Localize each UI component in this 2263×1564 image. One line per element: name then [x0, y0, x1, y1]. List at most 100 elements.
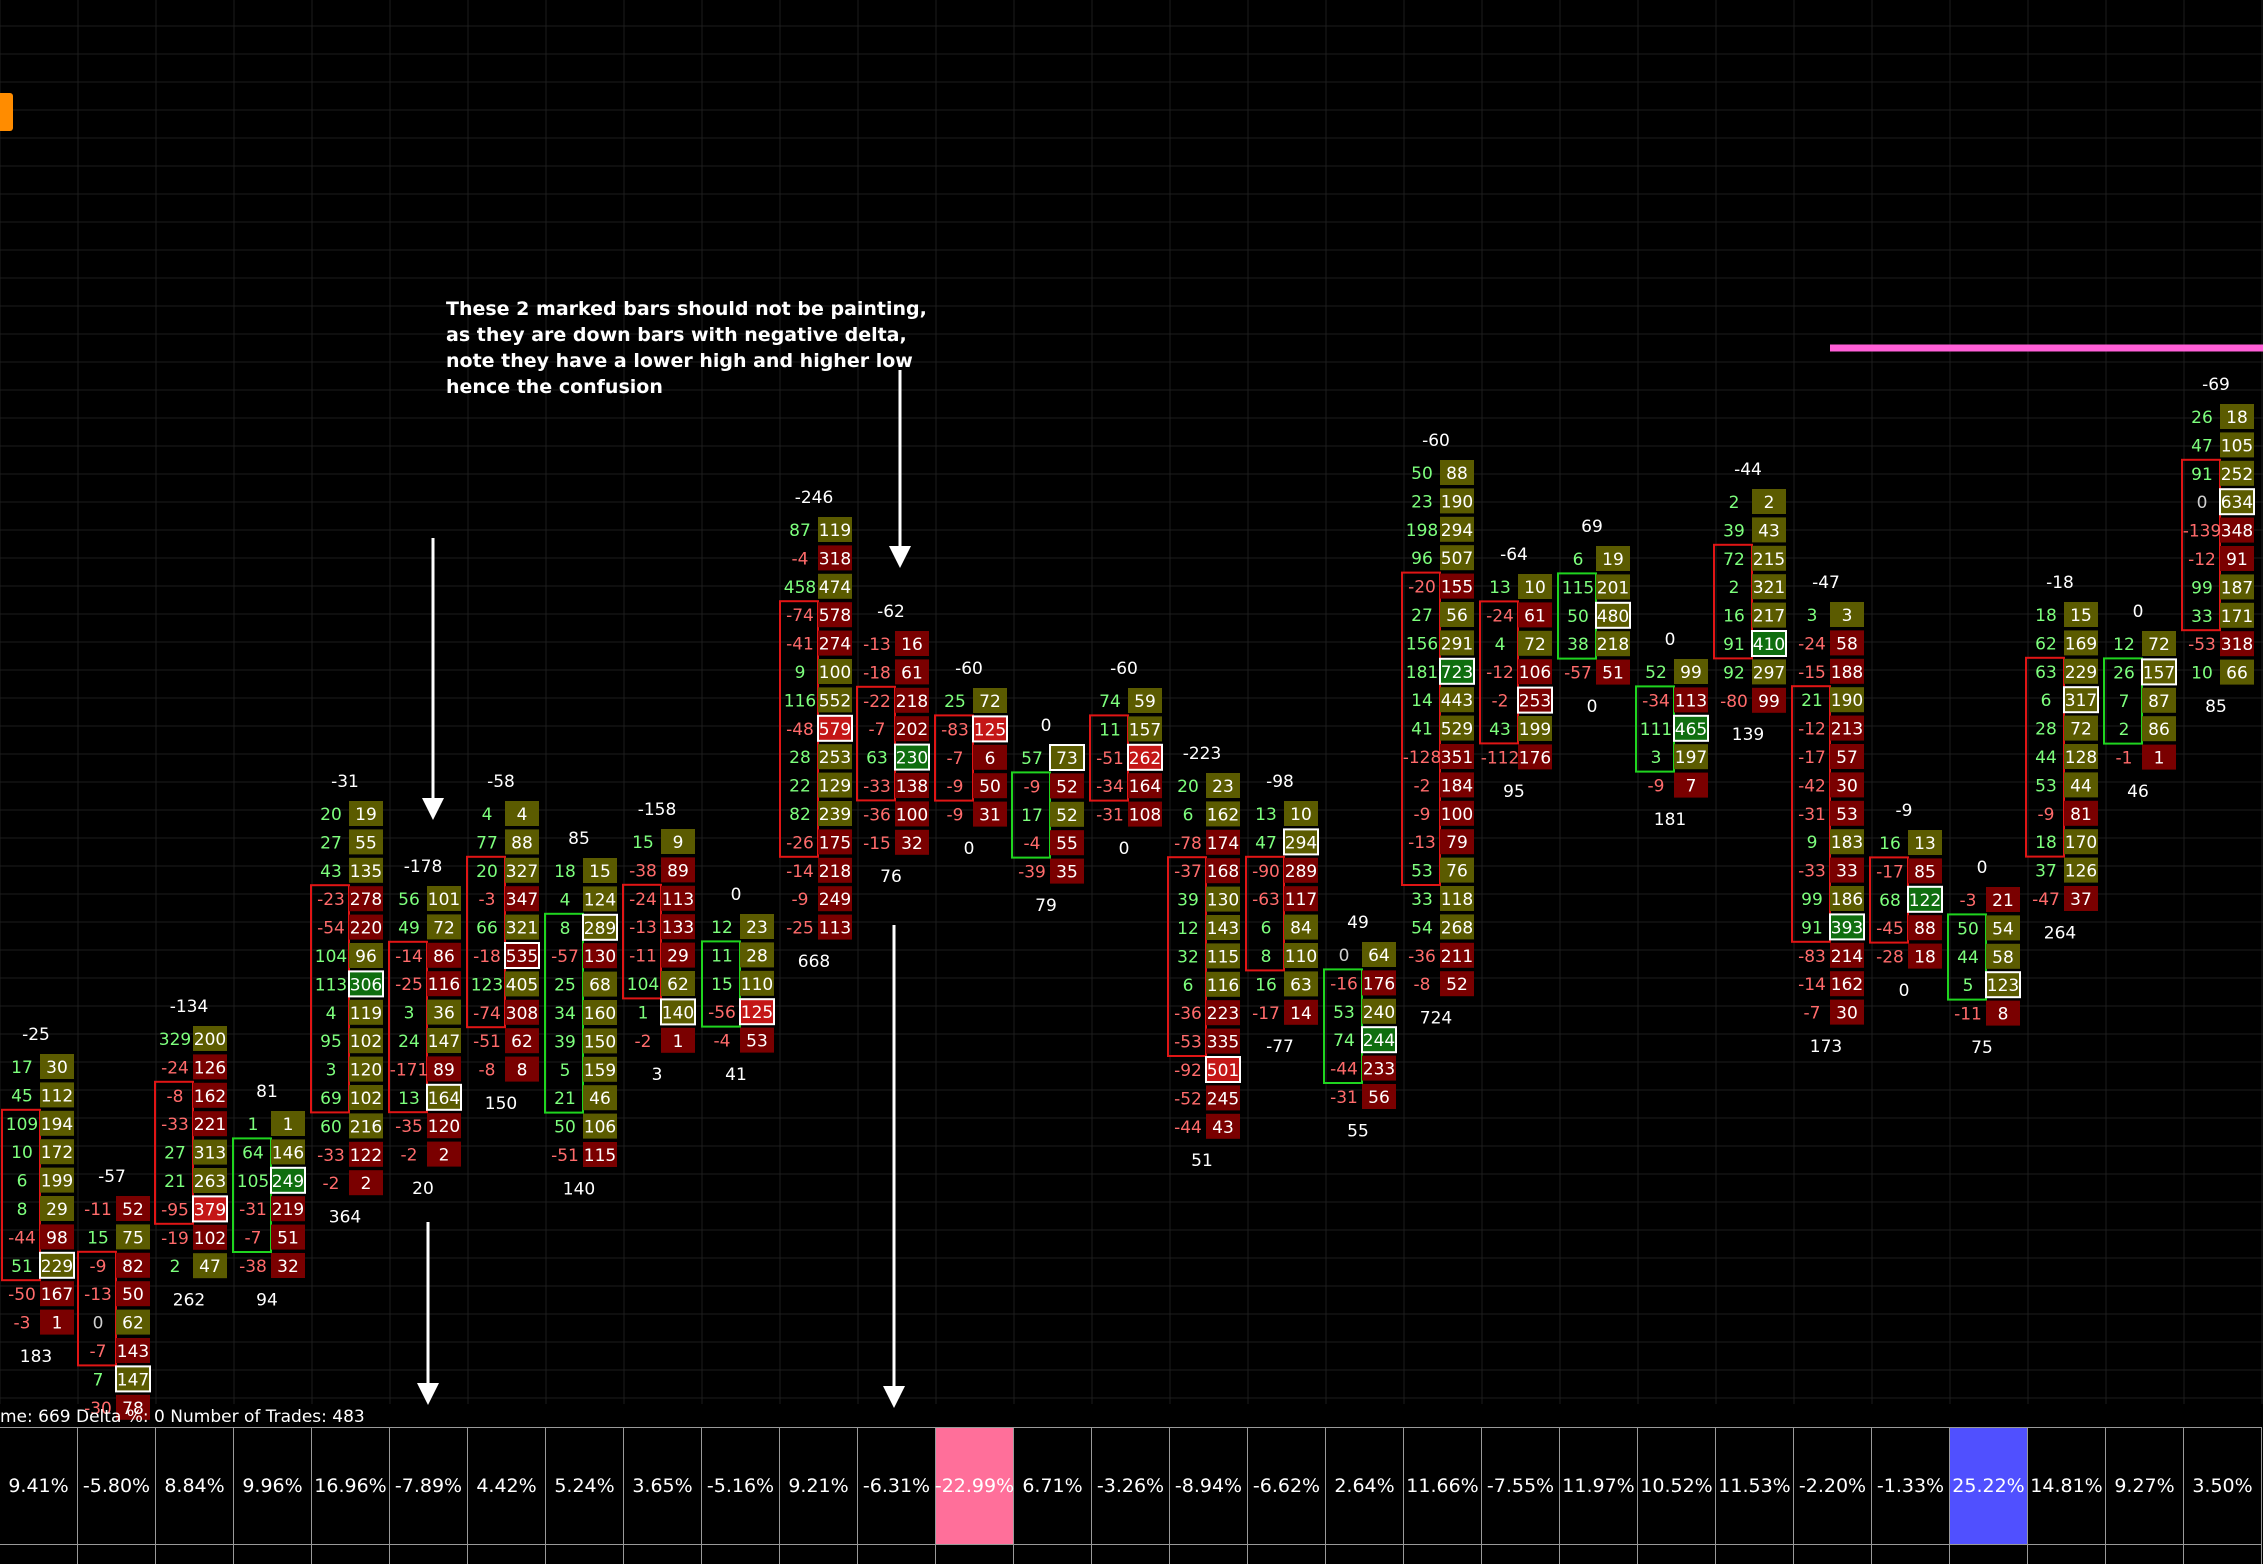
cell-delta: 34: [554, 1004, 576, 1024]
cell-delta: 9: [795, 663, 806, 683]
footprint-bar[interactable]: -57 52 -11 75 15 82 -9 50 -13 62 0 143 -7 147 7 78 -30: [77, 1167, 151, 1420]
footprint-cell: 240 53: [1333, 998, 1396, 1024]
cell-delta: 91: [2191, 465, 2213, 485]
footprint-bar[interactable]: 072 12 157 26 87 7 86 2 1 -1 46: [2103, 602, 2177, 802]
cell-delta: -1: [2116, 749, 2133, 769]
footprint-cell: 110 15: [711, 970, 774, 996]
cell-volume: 102: [350, 1089, 382, 1109]
cell-volume: 29: [46, 1200, 68, 1220]
cell-delta: -41: [786, 635, 814, 655]
cell-volume: 106: [584, 1118, 616, 1138]
cell-delta: 68: [1879, 891, 1901, 911]
cell-volume: 405: [506, 975, 538, 995]
footprint-bar[interactable]: -15891589-38113-24133-1329-116210414011-…: [622, 800, 696, 1085]
cell-volume: 99: [1680, 663, 1702, 683]
cell-delta: 3: [326, 1061, 337, 1081]
cell-volume: 135: [350, 862, 382, 882]
cell-delta: 13: [1489, 578, 1511, 598]
footprint-cell: 186 99: [1801, 886, 1864, 911]
footprint-bar[interactable]: -4422433921572321221716410912979299-8013…: [1713, 460, 1787, 745]
cell-volume: 289: [1285, 862, 1317, 882]
bar-body-outline: [388, 940, 428, 1114]
footprint-cell: 64 0: [1339, 942, 1396, 967]
footprint-cell: 138-33: [863, 773, 929, 798]
cell-delta: -37: [1174, 862, 1202, 882]
cell-delta: -28: [1876, 948, 1904, 968]
footprint-cell: 219-31: [239, 1196, 305, 1222]
bar-delta-label: -134: [170, 997, 209, 1017]
cell-delta: 54: [1411, 918, 1433, 938]
footprint-bar[interactable]: -17810156724986-14116-253631472489-17116…: [388, 857, 462, 1199]
footprint-bar[interactable]: -22323201626174-78168-371303914312115321…: [1167, 744, 1241, 1171]
footprint-cell: 89 -38: [629, 857, 695, 883]
cell-delta: 21: [1801, 691, 1823, 711]
delta-percent-sub-cell: [2028, 1545, 2106, 1564]
footprint-cell: 51 -7: [245, 1224, 305, 1250]
cell-delta: -34: [1096, 777, 1124, 797]
footprint-bar[interactable]: 85151812442898130-5768251603415039159546…: [544, 829, 618, 1199]
cell-volume: 76: [1446, 862, 1468, 882]
cell-delta: 62: [2035, 634, 2057, 654]
cell-delta: 27: [1411, 606, 1433, 626]
cell-delta: -25: [786, 919, 814, 939]
cell-volume: 229: [2065, 663, 2097, 683]
cell-volume: 30: [46, 1058, 68, 1078]
footprint-cell: 578-74: [786, 602, 852, 628]
footprint-cell: 72 4: [1495, 630, 1552, 656]
cell-volume: 143: [117, 1342, 149, 1362]
cell-volume: 122: [1909, 891, 1941, 911]
bar-delta-label: 69: [1581, 517, 1603, 537]
cell-delta: 18: [554, 862, 576, 882]
footprint-bar[interactable]: -98101329447289-90117-638461108631614-17…: [1245, 772, 1319, 1057]
bar-volume-label: 668: [798, 952, 830, 972]
cell-volume: 86: [2148, 720, 2170, 740]
arrow-indicator: [422, 538, 444, 820]
footprint-bar[interactable]: 073 57 52 -9 52 17 55 -4 35 -39 79: [1011, 716, 1085, 916]
footprint-cell: 393 91: [1801, 913, 1865, 941]
footprint-cell: 335-53: [1174, 1028, 1240, 1054]
cell-delta: 33: [2191, 607, 2213, 627]
footprint-cell: 68 25: [554, 971, 617, 997]
footprint-bar[interactable]: -6216-1361-18218-22202-723063138-33100-3…: [856, 602, 930, 887]
footprint-cell: 81 -9: [2038, 800, 2098, 826]
footprint-cell: 52 -11: [84, 1196, 150, 1221]
annotation-text: These 2 marked bars should not be painti…: [446, 296, 966, 400]
delta-percent-sub-cell: [78, 1545, 156, 1564]
footprint-bar[interactable]: -473358-24188-1519021213-1257-1730-4253-…: [1791, 573, 1865, 1057]
footprint-cell: 318-53: [2188, 631, 2254, 657]
cell-volume: 218: [1597, 635, 1629, 655]
cell-delta: -12: [1486, 663, 1514, 683]
cell-delta: -52: [1174, 1089, 1202, 1109]
footprint-bar[interactable]: -18151816962229633176722812844445381-917…: [2025, 573, 2099, 943]
cell-volume: 3: [1842, 606, 1853, 626]
footprint-bar[interactable]: -24611987318-4474458578-74274-4110095521…: [779, 488, 853, 972]
footprint-cell: 88 50: [1411, 460, 1474, 485]
footprint-cell: 128 44: [2035, 744, 2098, 769]
cell-delta: -31: [239, 1200, 267, 1220]
footprint-bar[interactable]: -6088501902329419850796155-2056272911567…: [1401, 431, 1475, 1029]
footprint-bar[interactable]: -69182610547252916340348-13991-121879917…: [2181, 375, 2255, 717]
footprint-bar[interactable]: -2530171124519410917210199629898-4422951…: [1, 1025, 75, 1367]
cell-delta: -8: [1414, 975, 1431, 995]
footprint-bar[interactable]: 023 12 28 11 110 15 125-56 53 -4 41: [701, 885, 775, 1085]
footprint-cell: 13 16: [1879, 830, 1942, 855]
footprint-cell: 47 2: [170, 1253, 227, 1279]
annotation-line: note they have a lower high and higher l…: [446, 350, 913, 372]
cell-delta: 17: [1021, 806, 1043, 826]
footprint-bar[interactable]: -311920552713543278-23220-54961043061131…: [310, 772, 384, 1228]
footprint-cell: 217 16: [1723, 602, 1786, 628]
footprint-cell: 176-16: [1330, 970, 1396, 996]
footprint-bar[interactable]: -134200329126-24162-8221-333132726321379…: [154, 997, 228, 1311]
footprint-bar[interactable]: -5844887732720347-332166535-18405123308-…: [466, 772, 540, 1114]
cell-volume: 1: [2154, 749, 2165, 769]
